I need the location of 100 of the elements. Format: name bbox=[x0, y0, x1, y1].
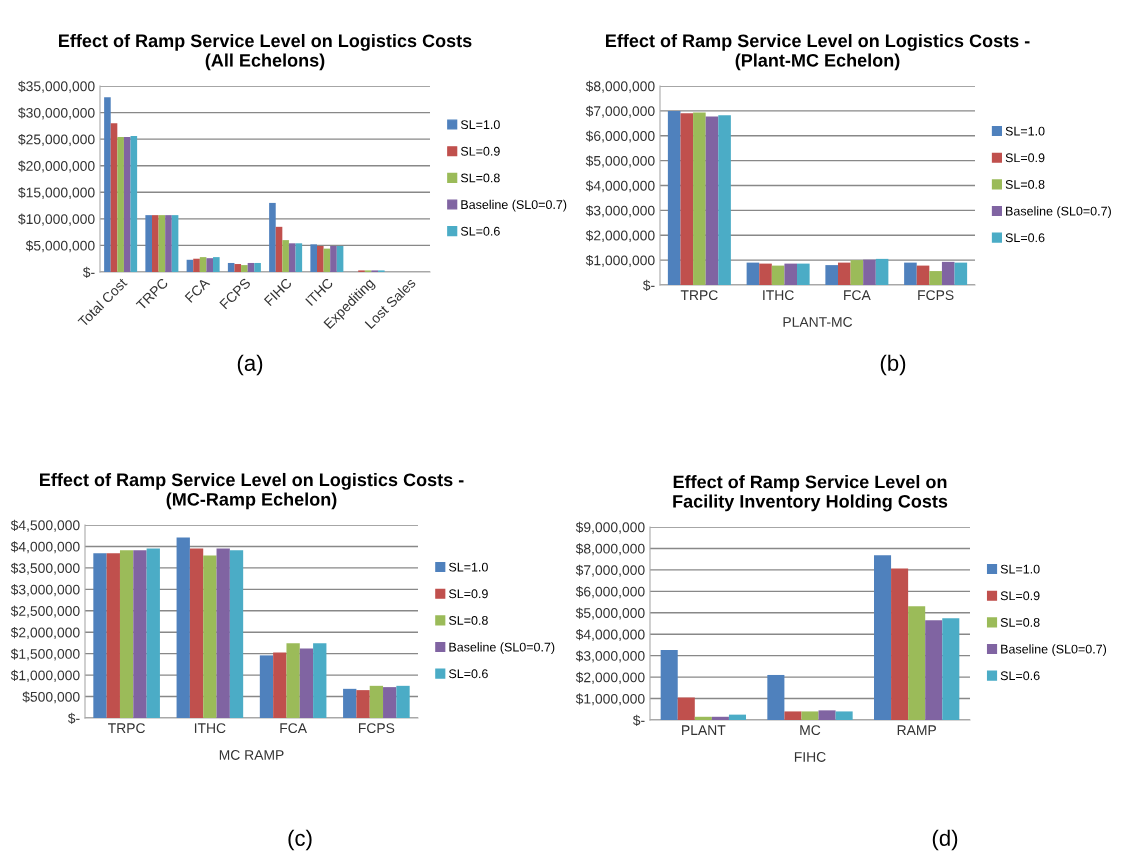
y-tick-label: $6,000,000 bbox=[585, 130, 655, 143]
x-axis-title: MC RAMP bbox=[219, 750, 284, 760]
bar bbox=[323, 248, 331, 272]
bar bbox=[383, 687, 397, 718]
bar bbox=[234, 264, 242, 272]
bar bbox=[110, 123, 118, 272]
bar bbox=[942, 618, 960, 720]
bar bbox=[875, 258, 889, 285]
bar bbox=[316, 245, 324, 272]
bar bbox=[176, 537, 190, 718]
bar bbox=[299, 648, 314, 718]
bar bbox=[229, 550, 244, 718]
y-tick-label: $3,500,000 bbox=[10, 562, 80, 575]
y-tick-label: $1,000,000 bbox=[585, 254, 655, 267]
y-tick-label: $4,500,000 bbox=[10, 519, 80, 532]
legend-label: SL=1.0 bbox=[1000, 564, 1040, 574]
legend-label: SL=0.6 bbox=[1005, 233, 1045, 243]
legend-label: SL=0.9 bbox=[460, 146, 500, 156]
bar bbox=[954, 262, 968, 285]
y-tick-label: $2,500,000 bbox=[10, 605, 80, 618]
y-tick-label: $4,000,000 bbox=[585, 180, 655, 193]
bar bbox=[693, 112, 706, 285]
legend-label: SL=0.6 bbox=[1000, 671, 1040, 681]
bar bbox=[863, 259, 876, 285]
y-tick-label: $5,000,000 bbox=[585, 155, 655, 168]
bar bbox=[130, 135, 138, 272]
bar bbox=[767, 674, 785, 720]
bar bbox=[718, 115, 731, 285]
legend-label: SL=0.8 bbox=[460, 173, 500, 183]
bar bbox=[189, 548, 204, 718]
y-tick-label: $8,000,000 bbox=[585, 80, 655, 93]
bar bbox=[680, 113, 694, 285]
text: (b) bbox=[880, 354, 906, 376]
bar bbox=[929, 271, 942, 285]
x-tick-label: FCPS bbox=[358, 723, 395, 734]
bar bbox=[343, 688, 357, 718]
legend-label: SL=0.6 bbox=[448, 669, 488, 679]
bar bbox=[282, 240, 289, 272]
bar bbox=[106, 553, 120, 718]
bar bbox=[818, 710, 836, 720]
bar bbox=[199, 257, 207, 272]
bar bbox=[667, 110, 681, 285]
x-tick-label: RAMP bbox=[897, 725, 936, 735]
bar bbox=[908, 606, 926, 720]
y-tick-label: $5,000,000 bbox=[575, 607, 645, 620]
bar bbox=[837, 262, 851, 285]
bar bbox=[119, 550, 134, 718]
y-tick-label: $10,000,000 bbox=[18, 213, 95, 226]
y-tick-label: $5,000,000 bbox=[25, 240, 95, 253]
bar bbox=[797, 263, 810, 285]
bar bbox=[171, 215, 179, 272]
bar bbox=[158, 215, 166, 272]
y-tick-label: $7,000,000 bbox=[575, 564, 645, 577]
bar bbox=[145, 215, 152, 272]
y-tick-label: $- bbox=[642, 279, 655, 291]
x-tick-label: PLANT bbox=[682, 725, 726, 735]
bar bbox=[313, 643, 327, 718]
legend-label: SL=0.9 bbox=[1000, 591, 1040, 601]
bar bbox=[356, 690, 370, 718]
bar bbox=[874, 555, 892, 720]
bar bbox=[369, 685, 384, 718]
y-tick-label: $30,000,000 bbox=[18, 107, 95, 120]
legend-label: SL=1.0 bbox=[1005, 126, 1045, 136]
bar bbox=[825, 265, 838, 285]
bar bbox=[330, 245, 337, 272]
x-tick-label: FCA bbox=[184, 277, 211, 303]
y-tick-label: $9,000,000 bbox=[575, 521, 645, 534]
bar bbox=[746, 262, 760, 285]
y-tick-label: $2,000,000 bbox=[10, 626, 80, 640]
bar bbox=[241, 265, 248, 272]
bar bbox=[93, 553, 107, 718]
bar bbox=[203, 555, 217, 718]
bar bbox=[165, 215, 172, 272]
bar bbox=[206, 258, 214, 272]
y-tick-label: $1,000,000 bbox=[575, 693, 645, 706]
chart-title: Effect of Ramp Service Level on Logistics Costs (All Echelons) bbox=[59, 33, 472, 71]
y-tick-label: $4,000,000 bbox=[10, 541, 80, 554]
x-tick-label: ITHC bbox=[194, 723, 226, 734]
text: (c) bbox=[288, 829, 312, 851]
legend-label: SL=1.0 bbox=[460, 120, 500, 130]
y-tick-label: $2,000,000 bbox=[585, 230, 655, 243]
x-axis-title: FIHC bbox=[794, 752, 826, 762]
bar bbox=[310, 244, 317, 272]
y-tick-label: $500,000 bbox=[22, 691, 80, 704]
y-tick-label: $7,000,000 bbox=[585, 105, 655, 118]
x-tick-label: TRPC bbox=[108, 723, 145, 734]
x-axis-title: PLANT-MC bbox=[783, 317, 853, 327]
y-tick-label: $3,000,000 bbox=[585, 205, 655, 218]
bar bbox=[916, 265, 930, 285]
bar bbox=[759, 263, 772, 285]
bar bbox=[269, 202, 276, 272]
bar bbox=[660, 649, 678, 720]
y-tick-label: $20,000,000 bbox=[18, 160, 95, 173]
y-tick-label: $- bbox=[632, 714, 645, 726]
y-tick-label: $1,000,000 bbox=[10, 669, 80, 682]
bar bbox=[295, 243, 303, 272]
chart-title: Effect of Ramp Service Level on Logistics Costs - (MC-Ramp Echelon) bbox=[40, 472, 464, 510]
y-tick-label: $6,000,000 bbox=[575, 586, 645, 599]
y-tick-label: $1,500,000 bbox=[10, 648, 80, 661]
legend-label: SL=0.8 bbox=[448, 616, 488, 625]
